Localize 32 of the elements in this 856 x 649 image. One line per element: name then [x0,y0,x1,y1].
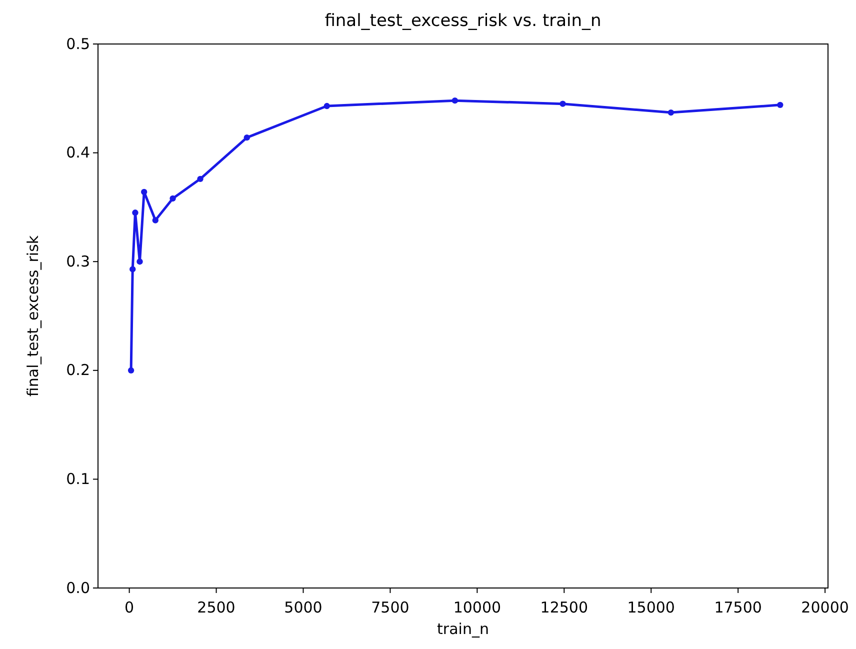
y-tick-label: 0.2 [66,361,90,380]
point [452,97,458,104]
point [128,367,134,374]
y-tick-label: 0.5 [66,34,90,53]
point [170,195,176,202]
x-axis-title: train_n [437,620,489,638]
x-tick-label: 15000 [627,598,675,616]
point [324,102,330,110]
point [197,176,204,182]
x-tick-label: 17500 [714,598,762,616]
x-tick-label: 5000 [284,598,322,616]
point [132,210,138,216]
y-tick-label: 0.0 [66,578,90,597]
y-tick-label: 0.1 [66,470,90,488]
point [152,217,158,224]
x-tick-label: 20000 [801,598,849,616]
point [777,102,784,108]
x-tick-label: 0 [124,598,134,616]
chart-title: final_test_excess_risk vs. train_n [324,11,602,31]
x-tick-label: 2500 [197,598,236,616]
point [130,266,136,272]
y-tick-label: 0.4 [66,144,90,162]
point [668,109,674,116]
x-tick-label: 12500 [540,598,588,616]
x-tick-label: 7500 [371,598,410,616]
point [244,134,250,141]
point [560,100,566,107]
x-tick-label: 10000 [453,598,502,616]
point [141,188,148,196]
y-axis-title: final_test_excess_risk [24,235,42,397]
point [136,258,143,265]
y-tick-label: 0.3 [66,252,90,270]
